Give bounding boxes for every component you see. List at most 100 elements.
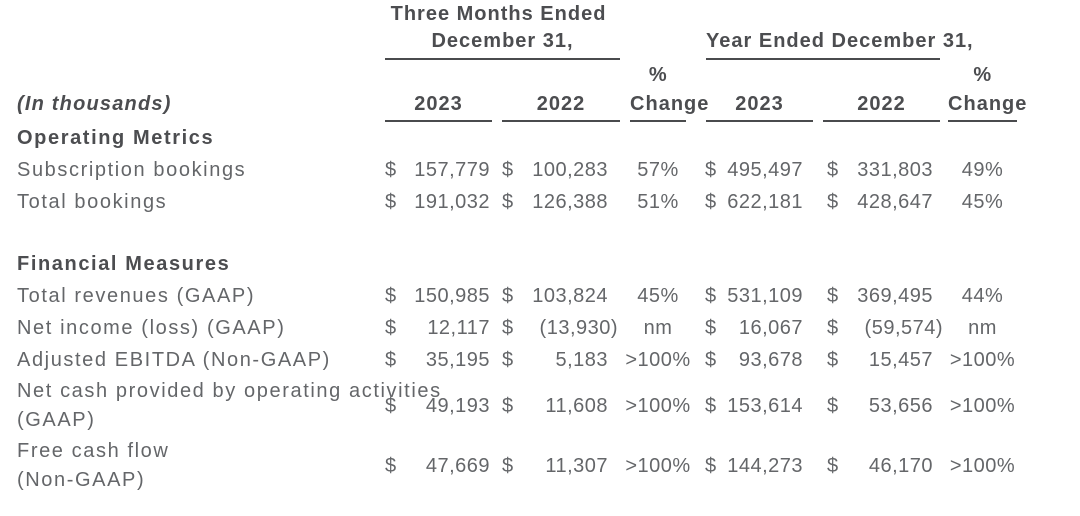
metric-label-line2: (GAAP) [17,409,96,431]
header-row-period-line2: December 31, Year Ended December 31, [0,26,1017,60]
period1-title-line2: December 31, [385,28,621,60]
metric-row-subscription-bookings: Subscription bookings $ 157,779 $ 100,28… [0,154,1017,186]
value-fy-2022: 15,457 [868,348,934,371]
units-note: (In thousands) [17,93,172,115]
year-label: 2023 [385,92,492,122]
year-header-fy-2022: 2022 [813,90,941,122]
value-q4-2023: 47,669 [425,454,490,477]
pct-change-fy: >100% [949,394,1016,417]
metric-row-net-cash-operating: Net cash provided by operating activitie… [0,376,1017,436]
currency-symbol: $ [385,284,397,307]
metric-label: Net income (loss) (GAAP) [17,316,286,339]
metric-label: Free cash flow (Non-GAAP) [0,436,377,496]
value-fy-2022: (59,574) [833,312,943,344]
header-row-period-line1: Three Months Ended [0,2,1017,26]
spacer-cell [620,26,696,60]
currency-symbol: $ [705,348,717,371]
currency-symbol: $ [385,316,397,339]
value-q4-2022: 126,388 [532,190,609,213]
value-q4-2023: 35,195 [425,348,490,371]
currency-symbol: $ [385,394,397,417]
value-q4-2022: 103,824 [532,284,609,307]
pct-change-label: Change [630,92,708,122]
spacer-cell [940,2,1017,26]
negative-value: (59,574) [864,316,944,339]
pct-change-fy: >100% [949,348,1016,371]
pct-change-fy: 49% [961,158,1004,181]
currency-symbol: $ [502,284,514,307]
pct-symbol-fy: % [973,63,992,86]
spacer-cell [0,2,377,26]
financial-summary-table: Three Months Ended December 31, Year End… [0,2,1026,496]
value-fy-2023: 144,273 [727,454,804,477]
currency-symbol: $ [502,158,514,181]
metric-label-line2: (Non-GAAP) [17,469,146,491]
period1-title-line1: Three Months Ended [390,3,607,25]
currency-symbol: $ [827,394,839,417]
header-row-years: (In thousands) 2023 2022 Change 2023 202… [0,90,1026,122]
metric-row-free-cash-flow: Free cash flow (Non-GAAP) $ 47,669 $ 11,… [0,436,1017,496]
pct-change-fy: 45% [961,190,1004,213]
pct-change-fy: >100% [949,454,1016,477]
units-note-cell: (In thousands) [0,90,377,122]
pct-symbol-tm: % [648,63,668,86]
section-title: Financial Measures [17,252,231,275]
spacer-cell [0,60,377,90]
pct-change-q4: nm [643,316,673,339]
period1-header-cell: December 31, [377,26,621,60]
period2-header-cell: Year Ended December 31, [696,26,973,60]
year-label: 2023 [706,92,814,122]
header-row-pct-symbol: % % [0,60,1017,90]
spacer-row [0,218,1017,248]
year-header-tm-2022: 2022 [492,90,621,122]
metric-row-total-revenues: Total revenues (GAAP) $ 150,985 $ 103,82… [0,280,1017,312]
pct-change-q4: 45% [637,284,679,307]
currency-symbol: $ [502,348,514,371]
negative-value: (13,930) [539,316,619,339]
spacer-cell [377,248,1017,280]
value-fy-2022: 331,803 [857,158,934,181]
pct-change-fy: nm [968,316,997,339]
currency-symbol: $ [827,454,839,477]
value-q4-2023: 191,032 [414,190,490,213]
currency-symbol: $ [827,348,839,371]
spacer-cell [377,122,1017,154]
pct-change-q4: 51% [637,190,679,213]
pct-change-header-fy: Change [940,90,1026,122]
value-q4-2023: 150,985 [414,284,490,307]
pct-change-q4: >100% [625,454,691,477]
currency-symbol: $ [502,190,514,213]
metric-label-line1: Free cash flow [17,440,170,462]
value-q4-2023: 157,779 [414,158,490,181]
currency-symbol: $ [385,348,397,371]
currency-symbol: $ [705,284,717,307]
metric-row-adjusted-ebitda: Adjusted EBITDA (Non-GAAP) $ 35,195 $ 5,… [0,344,1017,376]
section-title: Operating Metrics [17,126,215,149]
currency-symbol: $ [502,316,514,339]
value-fy-2022: 46,170 [868,454,934,477]
value-fy-2023: 153,614 [727,394,804,417]
period1-header-cell: Three Months Ended [377,2,620,26]
pct-change-fy: 44% [961,284,1004,307]
value-fy-2023: 16,067 [738,316,804,339]
currency-symbol: $ [705,394,717,417]
currency-symbol: $ [827,316,839,339]
spacer-cell [696,2,940,26]
pct-change-header-tm: Change [620,90,708,122]
currency-symbol: $ [827,190,839,213]
year-label: 2022 [502,92,621,122]
section-title-row: Financial Measures [0,248,1017,280]
currency-symbol: $ [385,158,397,181]
pct-change-q4: 57% [637,158,679,181]
pct-change-q4: >100% [625,394,691,417]
metric-label-line1: Net cash provided by operating activitie… [17,380,442,402]
year-label: 2022 [823,92,941,122]
metric-label: Net cash provided by operating activitie… [0,376,442,436]
value-fy-2023: 531,109 [727,284,804,307]
value-q4-2022: (13,930) [512,312,620,344]
pct-change-label: Change [948,92,1026,122]
metric-row-total-bookings: Total bookings $ 191,032 $ 126,388 51% $… [0,186,1017,218]
value-fy-2022: 428,647 [857,190,934,213]
value-fy-2022: 369,495 [857,284,934,307]
